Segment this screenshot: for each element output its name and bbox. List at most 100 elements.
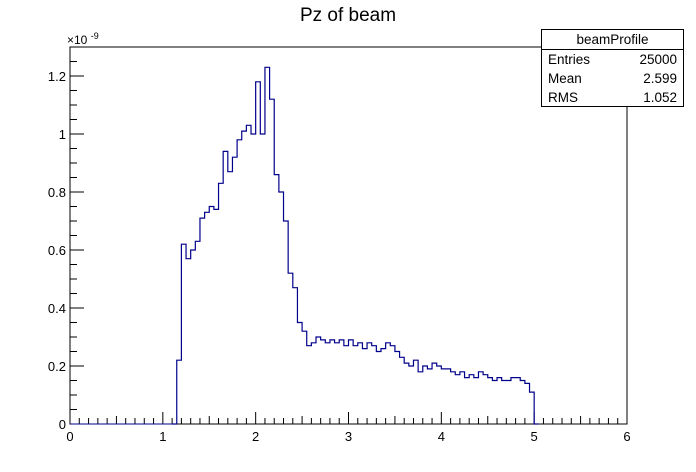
histogram-bin: [293, 288, 298, 424]
series-layer: [70, 66, 539, 425]
x-tick-label: 4: [438, 429, 445, 444]
histogram-bin: [191, 250, 196, 424]
histogram-bin: [395, 352, 400, 425]
histogram-bin: [520, 381, 525, 425]
histogram-bin: [423, 366, 428, 424]
histogram-bin: [177, 360, 182, 424]
x-tick-label: 5: [531, 429, 538, 444]
x-tick-label: 1: [159, 429, 166, 444]
stats-box-title: beamProfile: [542, 30, 683, 50]
histogram-bin: [344, 346, 349, 424]
x-tick-label: 0: [66, 429, 73, 444]
histogram-bin: [516, 378, 521, 424]
y-exponent-power: -9: [91, 31, 99, 41]
histogram-bin: [451, 372, 456, 424]
histogram-bin: [270, 99, 275, 424]
histogram-bin: [284, 221, 289, 424]
histogram-bin: [353, 346, 358, 424]
stats-row-mean: Mean 2.599: [542, 69, 683, 88]
histogram-bin: [200, 218, 205, 424]
histogram-bin: [506, 381, 511, 425]
histogram-bin: [335, 343, 340, 424]
histogram-bin: [339, 340, 344, 424]
histogram-bin: [232, 157, 237, 424]
histogram-bin: [409, 366, 414, 424]
y-tick-label: 0: [59, 417, 66, 432]
stats-label: Mean: [548, 71, 582, 86]
histogram-bin: [311, 343, 316, 424]
histogram-bin: [525, 383, 530, 424]
histogram-bin: [242, 131, 247, 424]
stats-label: RMS: [548, 90, 578, 105]
histogram-bin: [265, 67, 270, 424]
histogram-bin: [260, 134, 265, 424]
histogram-bin: [219, 183, 224, 424]
histogram-bin: [195, 241, 200, 424]
histogram-bin: [228, 172, 233, 424]
y-tick-label: 0.4: [48, 301, 66, 316]
histogram-bin: [437, 366, 442, 424]
y-exponent-label: ×10 -9: [67, 31, 99, 47]
histogram-bin: [381, 349, 386, 424]
histogram-bin: [432, 363, 437, 424]
histogram-bin: [358, 343, 363, 424]
x-tick-label: 2: [252, 429, 259, 444]
histogram-bin: [349, 340, 354, 424]
histogram-bin: [465, 378, 470, 424]
histogram-bin: [302, 331, 307, 424]
y-tick-label: 0.2: [48, 359, 66, 374]
histogram-bin: [367, 343, 372, 424]
histogram-bin: [483, 375, 488, 424]
histogram-bin: [214, 209, 219, 424]
stats-row-entries: Entries 25000: [542, 50, 683, 69]
histogram-bin: [316, 337, 321, 424]
y-tick-label: 1: [59, 127, 66, 142]
histogram-bin: [474, 378, 479, 424]
histogram-bin: [297, 323, 302, 425]
histogram-bin: [307, 346, 312, 424]
stats-row-rms: RMS 1.052: [542, 88, 683, 107]
histogram-bin: [441, 369, 446, 424]
chart-title: Pz of beam: [299, 5, 397, 26]
histogram-bin: [488, 378, 493, 424]
ticks-layer: [69, 46, 628, 425]
x-tick-label: 3: [345, 429, 352, 444]
histogram-bin: [237, 140, 242, 424]
y-tick-label: 1.2: [48, 69, 66, 84]
histogram-bin: [181, 244, 186, 424]
histogram-bin: [455, 375, 460, 424]
histogram-bin: [497, 378, 502, 424]
histogram-bin: [386, 343, 391, 424]
histogram-bin: [460, 372, 465, 424]
histogram-bin: [321, 340, 326, 424]
stats-box: beamProfile Entries 25000 Mean 2.599 RMS…: [541, 29, 684, 107]
histogram-bin: [362, 349, 367, 424]
histogram-bin: [246, 125, 251, 424]
histogram-bin: [209, 207, 214, 425]
y-tick-label: 0.6: [48, 243, 66, 258]
histogram-bin: [446, 369, 451, 424]
y-tick-label: 0.8: [48, 185, 66, 200]
histogram-bin: [530, 392, 535, 424]
histogram-bin: [256, 82, 261, 424]
histogram-bin: [205, 212, 210, 424]
histogram-bin: [390, 346, 395, 424]
stats-value: 2.599: [643, 71, 677, 86]
histogram-bin: [418, 372, 423, 424]
histogram-bin: [288, 273, 293, 424]
histogram-bin: [186, 259, 191, 424]
y-exponent-base: ×10: [67, 33, 88, 47]
stats-value: 25000: [639, 52, 677, 67]
histogram-series: [172, 66, 539, 425]
histogram-bin: [502, 381, 507, 425]
histogram-bin: [413, 360, 418, 424]
stats-label: Entries: [548, 52, 591, 67]
histogram-bin: [511, 378, 516, 424]
histogram-bin: [325, 343, 330, 424]
histogram-bin: [404, 363, 409, 424]
histogram-bin: [223, 151, 228, 424]
stats-value: 1.052: [643, 90, 677, 105]
histogram-bin: [478, 372, 483, 424]
histogram-bin: [279, 192, 284, 424]
